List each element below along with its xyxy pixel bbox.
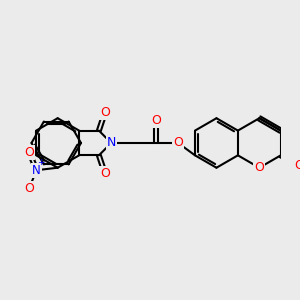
Text: N: N [106, 136, 116, 149]
Text: O: O [294, 159, 300, 172]
Text: O: O [100, 106, 110, 118]
Text: O: O [24, 182, 34, 194]
Text: O: O [100, 167, 110, 180]
Text: O: O [24, 146, 34, 159]
Text: O: O [173, 136, 183, 149]
Text: O: O [254, 161, 264, 174]
Text: N: N [32, 164, 41, 177]
Text: +: + [37, 158, 45, 167]
Text: O: O [151, 114, 161, 127]
